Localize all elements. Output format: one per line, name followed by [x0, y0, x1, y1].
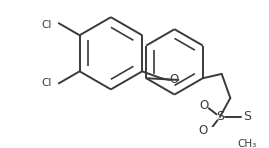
Text: Cl: Cl	[41, 78, 52, 88]
Text: S: S	[216, 110, 224, 123]
Text: O: O	[199, 124, 208, 137]
Text: O: O	[169, 73, 179, 86]
Text: O: O	[199, 99, 208, 112]
Text: CH₃: CH₃	[238, 139, 257, 148]
Text: Cl: Cl	[41, 20, 52, 30]
Text: S: S	[243, 110, 251, 123]
